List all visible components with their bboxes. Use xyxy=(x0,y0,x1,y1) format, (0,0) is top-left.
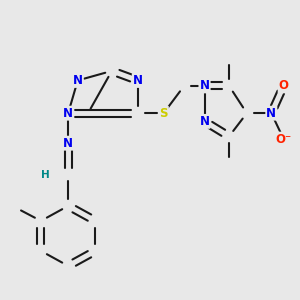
Text: N: N xyxy=(63,107,73,120)
Text: O: O xyxy=(279,80,289,92)
Text: N: N xyxy=(63,137,73,150)
Text: O⁻: O⁻ xyxy=(275,133,292,146)
Text: N: N xyxy=(73,74,83,87)
Text: N: N xyxy=(133,74,143,87)
Text: S: S xyxy=(159,107,168,120)
Text: N: N xyxy=(200,80,209,92)
Text: H: H xyxy=(40,169,50,179)
Text: N: N xyxy=(266,107,276,120)
Text: N: N xyxy=(200,115,209,128)
